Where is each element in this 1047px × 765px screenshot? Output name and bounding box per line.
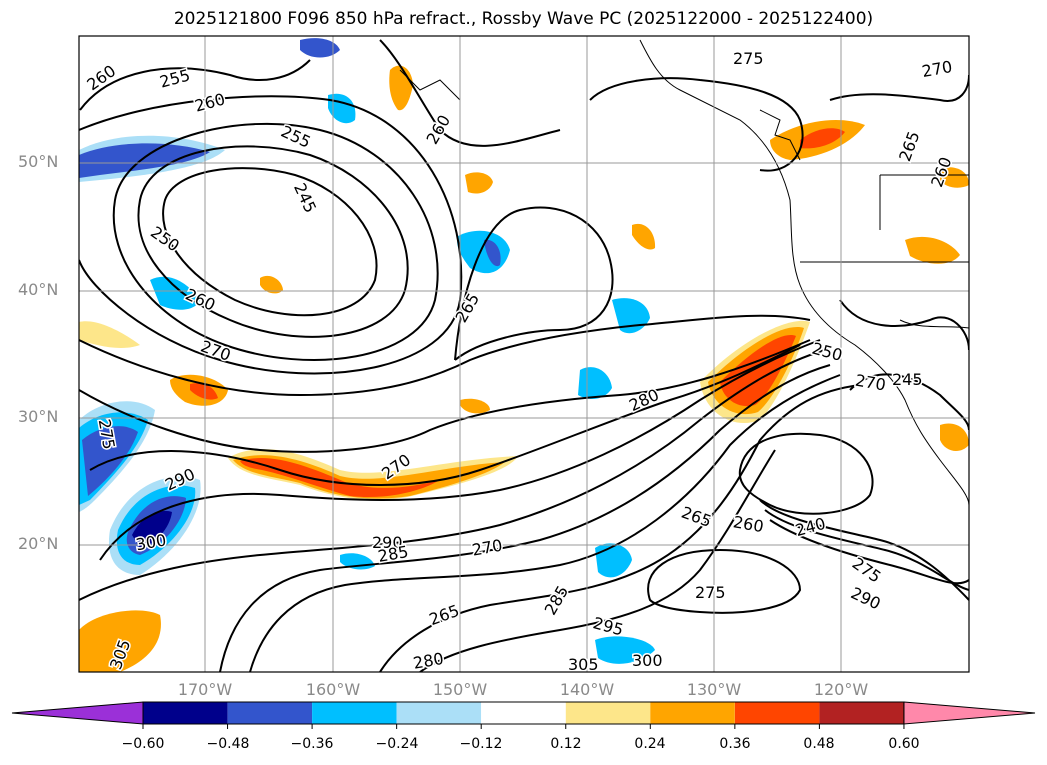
contour-label: 285 [541,582,573,618]
contour-label: 270 [920,57,953,81]
lat-label-30n: 30°N [18,407,59,426]
contour-label: 265 [427,601,462,629]
lat-label-40n: 40°N [18,280,59,299]
colorbar-tick-label: −0.12 [459,736,503,752]
contour-label: 240 [793,514,827,540]
colorbar-tick-label: −0.36 [290,736,334,752]
contour-label: 260 [193,89,227,115]
map-frame [78,35,970,673]
lon-label-140w: 140°W [559,680,615,699]
colorbar-extend-min [11,701,144,725]
contour-label: 265 [679,503,714,531]
lon-label-120w: 120°W [813,680,869,699]
colorbar-tick-label: −0.48 [206,736,250,752]
colorbar-segment [396,702,482,724]
contour-label: 270 [471,536,504,560]
contour-label: 305 [568,655,599,674]
colorbar-segment [565,702,651,724]
contour-label: 300 [632,651,663,670]
contour-label: 275 [849,554,885,587]
contour-label: 265 [452,290,484,326]
colorbar-tick-label: −0.24 [375,736,419,752]
gridlines [79,36,969,672]
contour-label: 250 [147,222,183,255]
lon-label-150w: 150°W [432,680,488,699]
lat-label-20n: 20°N [18,534,59,553]
colorbar-segment [819,702,904,724]
contour-label: 280 [412,649,445,673]
contour-label: 275 [695,583,726,602]
colorbar [11,701,1036,729]
lon-label-130w: 130°W [686,680,742,699]
contour-label: 260 [423,112,455,148]
contour-label: 255 [278,122,314,152]
coastline [399,39,969,506]
colorbar-tick-label: 0.36 [719,736,751,752]
colorbar-segment [734,702,820,724]
contour-label: 265 [895,129,923,164]
colorbar-tick-label: 0.24 [634,736,666,752]
colorbar-segment [650,702,735,724]
contour-label: 260 [83,61,119,94]
contour-label: 290 [372,533,403,552]
anomaly-shading [79,38,969,672]
colorbar-segment [143,702,228,724]
contour-label: 260 [732,512,765,536]
map-title: 2025121800 F096 850 hPa refract., Rossby… [173,9,874,29]
contour-label: 270 [854,371,887,395]
colorbar-extend-max [903,701,1036,725]
contour-label: 275 [733,49,764,68]
colorbar-frame [142,701,905,725]
contour-label: 285 [376,542,409,566]
lat-label-50n: 50°N [18,152,59,171]
contour-label: 245 [290,180,320,216]
colorbar-segment [312,702,397,724]
contour-label: 290 [848,583,884,613]
contour-label: 270 [198,337,233,365]
colorbar-tick-label: 0.12 [550,736,582,752]
colorbar-segment [481,702,566,724]
lon-label-170w: 170°W [177,680,233,699]
colorbar-tick-label: −0.60 [121,736,165,752]
lon-label-160w: 160°W [305,680,361,699]
map-panel: 260 255 260 255 245 250 260 270 275 290 … [78,35,970,676]
colorbar-tick-label: 0.60 [888,736,920,752]
colorbar-tick-label: 0.48 [803,736,835,752]
contour-label: 260 [183,285,219,315]
colorbar-segment [227,702,313,724]
contour-label: 245 [892,370,923,389]
contour-label: 250 [810,339,844,365]
